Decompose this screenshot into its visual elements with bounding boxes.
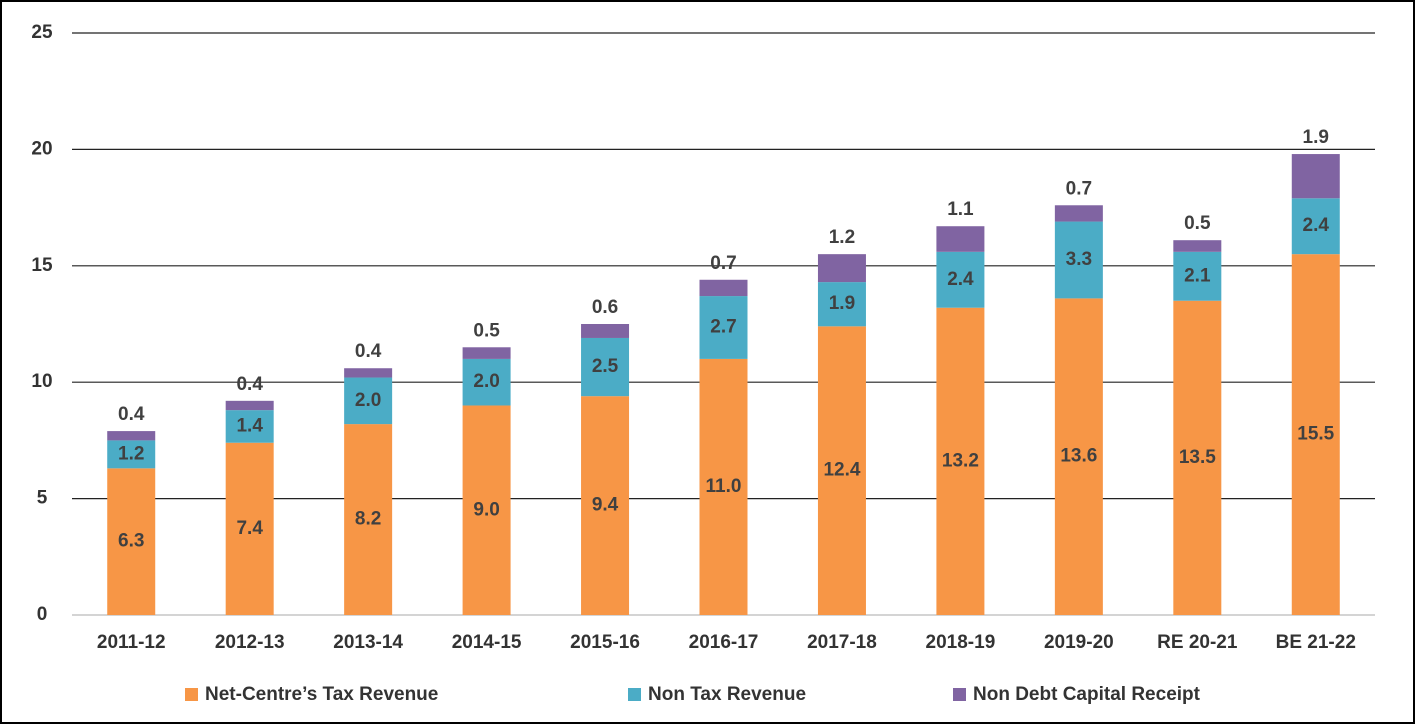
- bar-segment: [462, 358, 511, 406]
- bar-segment: [936, 307, 985, 615]
- bar-segment: [107, 440, 156, 469]
- data-label: 2.7: [710, 317, 736, 338]
- data-label: 13.2: [942, 450, 979, 471]
- x-tick-label: 2017-18: [807, 632, 877, 653]
- data-label: 9.4: [592, 495, 619, 516]
- x-tick-label: 2014-15: [452, 632, 522, 653]
- data-label: 9.0: [473, 499, 499, 520]
- data-label: 1.9: [829, 293, 855, 314]
- data-label: 2.0: [355, 390, 381, 411]
- legend-swatch: [628, 688, 641, 701]
- x-tick-label: 2013-14: [333, 632, 403, 653]
- data-label: 13.6: [1060, 446, 1097, 467]
- data-label: 1.9: [1303, 127, 1329, 148]
- y-tick-label: 25: [31, 22, 53, 43]
- bar-segment: [581, 396, 630, 615]
- legend-label: Non Debt Capital Receipt: [973, 684, 1201, 705]
- bar-segment: [1054, 221, 1103, 299]
- data-label: 1.4: [236, 415, 263, 436]
- bar-segment: [225, 410, 274, 443]
- data-label: 13.5: [1179, 447, 1216, 468]
- data-label: 2.4: [947, 269, 974, 290]
- bar-segment: [344, 377, 393, 425]
- data-label: 12.4: [823, 460, 860, 481]
- bar-segment: [581, 324, 630, 338]
- data-label: 11.0: [706, 476, 742, 497]
- data-label: 0.4: [355, 341, 382, 362]
- x-tick-label: 2018-19: [926, 632, 996, 653]
- bar-segment: [344, 368, 393, 378]
- bar-segment: [581, 337, 630, 397]
- data-label: 6.3: [118, 531, 144, 552]
- x-tick-label: BE 21-22: [1276, 632, 1356, 653]
- bar-segment: [699, 279, 748, 297]
- bar-segment: [225, 442, 274, 615]
- data-label: 3.3: [1066, 249, 1092, 270]
- y-tick-label: 5: [37, 488, 48, 509]
- bar-segment: [699, 296, 748, 359]
- x-tick-label: 2012-13: [215, 632, 285, 653]
- bar-segment: [817, 326, 866, 615]
- bar-segment: [1173, 251, 1222, 301]
- bar-segment: [225, 400, 274, 411]
- data-label: 2.1: [1184, 265, 1211, 286]
- bar-segment: [344, 424, 393, 615]
- data-label: 0.6: [592, 297, 618, 318]
- y-tick-label: 15: [31, 255, 53, 276]
- bar-segment: [817, 254, 866, 283]
- data-label: 1.2: [118, 443, 144, 464]
- data-label: 1.1: [947, 199, 974, 220]
- legend-label: Net-Centre’s Tax Revenue: [205, 684, 438, 705]
- y-tick-label: 0: [37, 604, 48, 625]
- data-label: 0.5: [473, 320, 500, 341]
- bar-segment: [817, 282, 866, 327]
- bar-segment: [107, 468, 156, 615]
- bar-segment: [1054, 205, 1103, 222]
- x-tick-label: 2011-12: [97, 632, 166, 653]
- bar-segment: [1291, 198, 1340, 255]
- x-tick-label: RE 20-21: [1157, 632, 1238, 653]
- bar-segment: [1291, 254, 1340, 615]
- bar-segment: [462, 347, 511, 359]
- data-label: 2.0: [473, 371, 499, 392]
- legend-swatch: [953, 688, 966, 701]
- data-label: 1.2: [829, 227, 855, 248]
- bar-segment: [1291, 154, 1340, 199]
- data-label: 8.2: [355, 509, 381, 530]
- data-label: 7.4: [236, 518, 263, 539]
- bar-segment: [936, 251, 985, 308]
- bar-segment: [1173, 300, 1222, 615]
- y-tick-label: 20: [31, 138, 52, 159]
- x-tick-label: 2015-16: [570, 632, 640, 653]
- x-tick-label: 2019-20: [1044, 632, 1114, 653]
- bar-segment: [699, 358, 748, 615]
- data-label: 0.7: [1066, 178, 1092, 199]
- data-label: 0.4: [118, 404, 145, 425]
- legend-swatch: [185, 688, 198, 701]
- bar-segment: [936, 226, 985, 252]
- data-label: 2.4: [1303, 215, 1330, 236]
- legend-label: Non Tax Revenue: [648, 684, 806, 705]
- data-label: 15.5: [1297, 424, 1334, 445]
- bar-segment: [1173, 240, 1222, 252]
- data-label: 0.4: [236, 374, 263, 395]
- bar-segment: [462, 405, 511, 615]
- bar-segment: [107, 431, 156, 441]
- data-label: 0.7: [710, 253, 736, 274]
- data-label: 2.5: [592, 356, 619, 377]
- bar-segment: [1054, 298, 1103, 615]
- x-tick-label: 2016-17: [689, 632, 759, 653]
- y-tick-label: 10: [31, 371, 52, 392]
- data-label: 0.5: [1184, 213, 1211, 234]
